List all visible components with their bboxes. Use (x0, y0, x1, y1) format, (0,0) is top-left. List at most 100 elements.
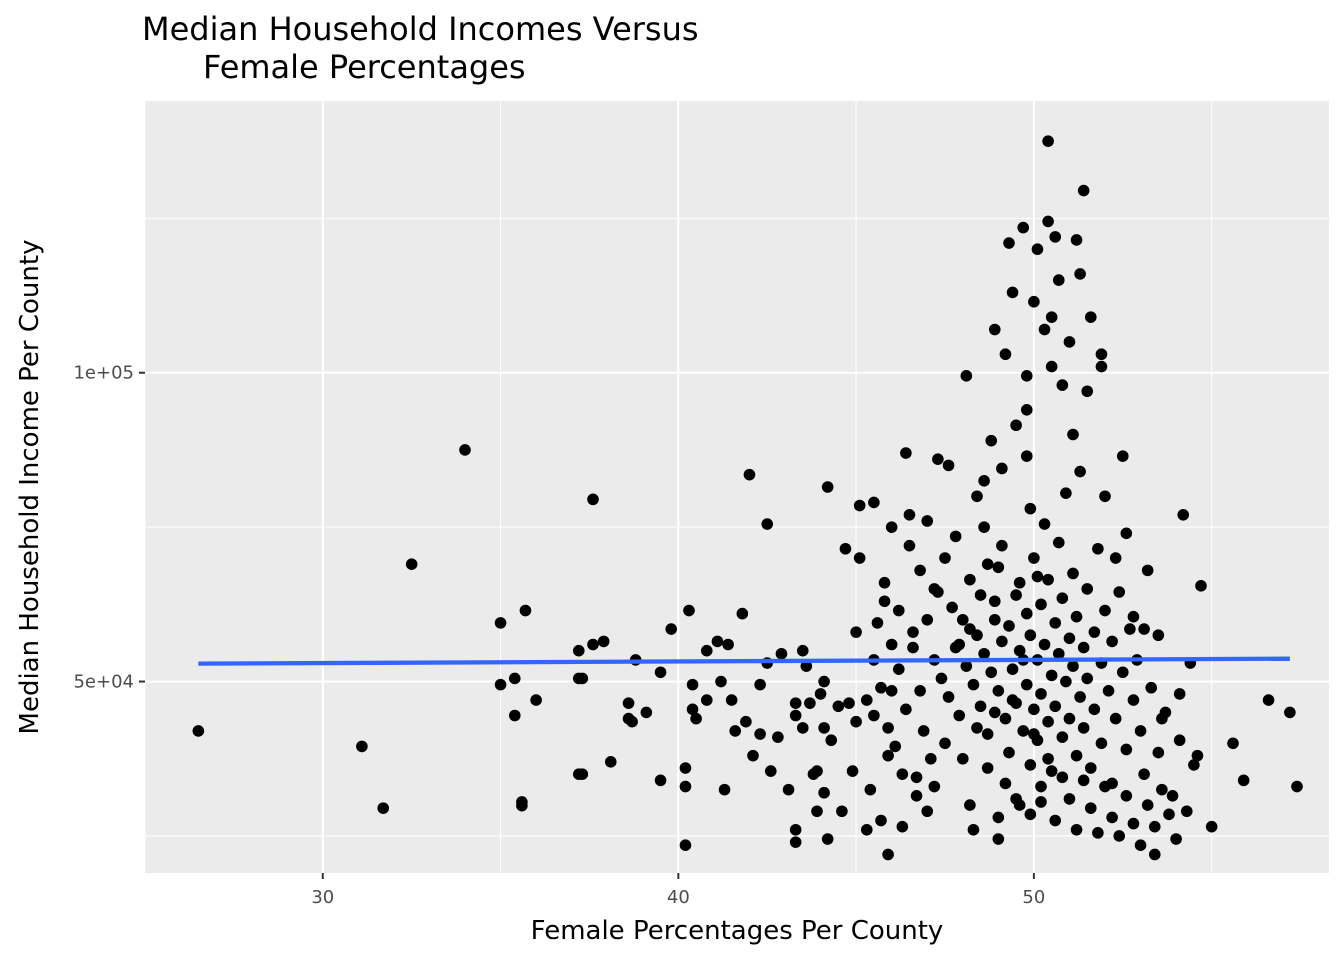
data-point (964, 799, 976, 811)
data-point (679, 839, 692, 852)
data-point (964, 573, 976, 586)
data-point (1074, 691, 1086, 703)
data-point (1056, 592, 1069, 604)
data-point (1049, 814, 1062, 827)
data-point (907, 626, 919, 638)
data-point (907, 641, 919, 654)
data-point (1006, 663, 1019, 675)
data-point (864, 783, 877, 796)
data-point (1013, 576, 1026, 589)
data-point (1056, 771, 1069, 784)
data-point (1138, 768, 1150, 780)
data-point (1127, 610, 1140, 623)
data-point (914, 564, 926, 577)
data-point (882, 722, 894, 734)
data-point (967, 678, 980, 691)
data-point (882, 749, 894, 762)
data-point (1138, 623, 1150, 635)
data-point (971, 490, 983, 503)
data-point (1013, 644, 1026, 657)
data-point (1166, 790, 1179, 802)
data-point (1035, 598, 1047, 611)
data-point (1116, 450, 1129, 462)
data-point (530, 694, 542, 706)
data-point (885, 685, 898, 697)
data-point (910, 771, 923, 784)
data-point (1020, 607, 1033, 620)
data-point (988, 595, 1001, 608)
data-point (892, 604, 905, 617)
data-point (1113, 586, 1126, 598)
trend-line-layer (198, 656, 1290, 666)
data-point (804, 697, 816, 709)
data-point (942, 459, 955, 472)
data-point (1010, 793, 1022, 805)
data-point (935, 672, 948, 685)
data-point (953, 709, 966, 722)
data-point (1024, 759, 1037, 771)
x-tick-label: 40 (667, 887, 690, 908)
data-point (811, 805, 823, 818)
data-point (519, 604, 532, 617)
data-point (1052, 536, 1065, 549)
data-point (903, 508, 916, 521)
data-point (917, 725, 930, 737)
data-point (1106, 811, 1118, 824)
data-point (1084, 311, 1097, 323)
data-point (1052, 647, 1065, 660)
data-point (1102, 685, 1115, 697)
data-point (1145, 681, 1158, 694)
data-point (747, 749, 759, 762)
data-point (700, 644, 713, 657)
data-point (903, 539, 916, 552)
axes: 30 40 50 5e+04 1e+05 (73, 363, 1045, 908)
data-point (878, 595, 891, 608)
data-point (875, 681, 887, 694)
data-point (860, 823, 873, 836)
data-point (683, 604, 695, 617)
data-point (818, 786, 830, 799)
data-point (1006, 694, 1019, 706)
data-point (1038, 518, 1051, 530)
data-point (956, 613, 969, 626)
data-point (1074, 268, 1086, 280)
data-point (1099, 780, 1111, 793)
data-point (686, 703, 699, 716)
data-point (1020, 404, 1033, 416)
x-axis-title: Female Percentages Per County (531, 916, 944, 946)
data-point (932, 453, 944, 466)
data-point (939, 552, 951, 564)
data-point (946, 601, 958, 614)
data-point (1173, 688, 1186, 700)
data-point (1070, 823, 1083, 836)
data-point (1092, 542, 1104, 555)
data-point (356, 740, 368, 753)
data-point (1141, 799, 1154, 811)
y-axis-title: Median Household Income Per County (15, 240, 45, 735)
data-point (718, 783, 731, 796)
data-point (1127, 817, 1140, 830)
data-point (1070, 749, 1083, 762)
data-point (875, 814, 887, 827)
data-point (640, 706, 653, 719)
data-point (821, 833, 834, 845)
data-point (686, 678, 699, 691)
data-point (764, 765, 777, 777)
data-point (743, 468, 756, 481)
data-point (1042, 215, 1054, 228)
data-point (1141, 564, 1154, 577)
data-point (576, 768, 589, 780)
data-point (818, 675, 830, 688)
data-point (654, 774, 667, 787)
data-point (1088, 703, 1101, 716)
data-point (576, 672, 589, 685)
data-point (1028, 295, 1040, 308)
data-point (740, 715, 752, 728)
data-point (1152, 746, 1165, 759)
data-point (1052, 274, 1065, 286)
data-point (1077, 774, 1090, 787)
data-points (192, 135, 1303, 861)
data-point (1120, 527, 1133, 540)
data-point (1056, 731, 1069, 743)
x-tick-label: 30 (311, 887, 334, 908)
